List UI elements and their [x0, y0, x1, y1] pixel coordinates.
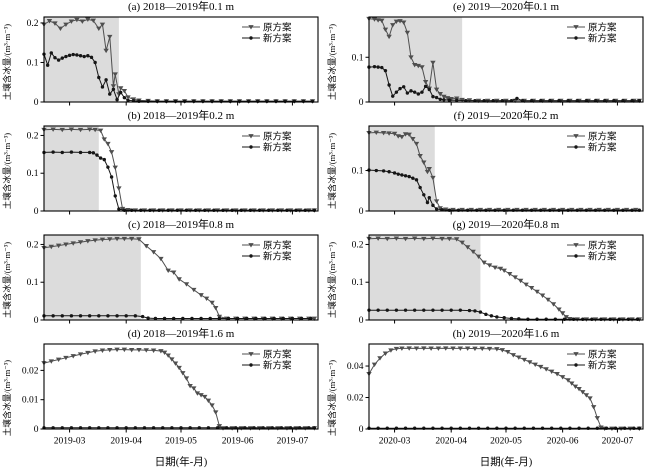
panel-e-ylabel-strip: 土壤含冰量/(m³·m⁻³)	[325, 14, 339, 109]
svg-text:0.2: 0.2	[27, 240, 39, 250]
svg-text:0: 0	[34, 425, 39, 435]
svg-text:0: 0	[359, 316, 364, 326]
svg-text:新方案: 新方案	[263, 250, 292, 262]
panel-h: (h) 2019—2020年1.6 m 土壤含冰量/(m³·m⁻³) 2020-…	[325, 327, 650, 472]
svg-text:0: 0	[359, 98, 364, 108]
panel-b: (b) 2018—2019年0.2 m 土壤含冰量/(m³·m⁻³) 0 0.1 0…	[0, 109, 325, 218]
svg-text:0: 0	[34, 207, 39, 217]
panel-h-title: (h) 2019—2020年1.6 m	[452, 328, 560, 340]
svg-text:2020-04: 2020-04	[435, 437, 467, 447]
svg-text:2020-07: 2020-07	[602, 437, 634, 447]
svg-text:0.02: 0.02	[347, 394, 364, 404]
y-axis-label: 土壤含冰量/(m³·m⁻³)	[2, 132, 12, 209]
panel-f: (f) 2019—2020年0.2 m 土壤含冰量/(m³·m⁻³) 0 0.1 原…	[325, 109, 650, 218]
panel-c: (c) 2018—2019年0.8 m 土壤含冰量/(m³·m⁻³) 0 0.1 0…	[0, 218, 325, 327]
svg-text:0: 0	[34, 316, 39, 326]
panel-g-title: (g) 2019—2020年0.8 m	[452, 219, 560, 231]
y-axis-label: 土壤含冰量/(m³·m⁻³)	[327, 241, 337, 318]
y-axis-label: 土壤含冰量/(m³·m⁻³)	[327, 132, 337, 209]
svg-text:0.1: 0.1	[27, 58, 39, 68]
svg-text:0: 0	[359, 207, 364, 217]
svg-text:0: 0	[359, 425, 364, 435]
svg-text:原方案: 原方案	[263, 21, 292, 33]
svg-text:2020-03: 2020-03	[379, 437, 411, 447]
panel-f-ylabel-strip: 土壤含冰量/(m³·m⁻³)	[325, 123, 339, 218]
svg-text:0.02: 0.02	[22, 366, 39, 376]
panel-e-title: (e) 2019—2020年0.1 m	[452, 1, 559, 13]
panel-h-plot-area: 2020-03 2020-04 2020-05 2020-06 2020-07 0 0.02…	[347, 343, 644, 447]
svg-text:新方案: 新方案	[588, 141, 617, 153]
svg-text:原方案: 原方案	[588, 21, 617, 33]
panel-d-title: (d) 2018—2019年1.6 m	[127, 328, 235, 340]
svg-text:0.1: 0.1	[352, 278, 364, 288]
svg-text:0: 0	[34, 98, 39, 108]
y-axis-label: 土壤含冰量/(m³·m⁻³)	[327, 359, 337, 437]
svg-text:2019-06: 2019-06	[222, 437, 254, 447]
svg-text:新方案: 新方案	[263, 32, 292, 44]
svg-text:0.1: 0.1	[27, 169, 39, 179]
svg-text:原方案: 原方案	[588, 348, 617, 360]
svg-text:新方案: 新方案	[588, 359, 617, 371]
svg-text:0.2: 0.2	[352, 240, 364, 250]
svg-text:新方案: 新方案	[263, 359, 292, 371]
svg-text:0.04: 0.04	[347, 362, 364, 372]
svg-text:原方案: 原方案	[263, 239, 292, 251]
svg-text:0.2: 0.2	[27, 131, 39, 141]
svg-text:2019-05: 2019-05	[165, 437, 197, 447]
svg-text:2020-05: 2020-05	[490, 437, 522, 447]
svg-text:新方案: 新方案	[588, 32, 617, 44]
panel-c-title: (c) 2018—2019年0.8 m	[127, 219, 234, 231]
panel-b-title: (b) 2018—2019年0.2 m	[127, 110, 235, 122]
svg-text:新方案: 新方案	[588, 250, 617, 262]
svg-text:0.1: 0.1	[352, 53, 364, 63]
x-axis-label: 日期(年-月)	[479, 457, 533, 468]
panel-b-ylabel-strip: 土壤含冰量/(m³·m⁻³)	[0, 123, 14, 218]
svg-text:0.2: 0.2	[27, 19, 39, 29]
panel-d: (d) 2018—2019年1.6 m 土壤含冰量/(m³·m⁻³) 2019-…	[0, 327, 325, 472]
panel-g: (g) 2019—2020年0.8 m 土壤含冰量/(m³·m⁻³) 0 0.1 0…	[325, 218, 650, 327]
svg-text:原方案: 原方案	[588, 239, 617, 251]
panel-d-plot-area: 2019-03 2019-04 2019-05 2019-06 2019-07 0 0.01…	[22, 343, 319, 447]
panel-a-ylabel-strip: 土壤含冰量/(m³·m⁻³)	[0, 14, 14, 109]
panel-g-ylabel-strip: 土壤含冰量/(m³·m⁻³)	[325, 232, 339, 327]
panel-a: (a) 2018—2019年0.1 m 土壤含冰量/(m³·m⁻³) 0 0.1 0…	[0, 0, 325, 109]
y-axis-label: 土壤含冰量/(m³·m⁻³)	[2, 23, 12, 100]
svg-text:2019-07: 2019-07	[277, 437, 309, 447]
y-axis-label: 土壤含冰量/(m³·m⁻³)	[2, 359, 12, 437]
panel-e: (e) 2019—2020年0.1 m 土壤含冰量/(m³·m⁻³) 0 0.1 原…	[325, 0, 650, 109]
svg-text:2019-04: 2019-04	[110, 437, 142, 447]
svg-text:原方案: 原方案	[263, 130, 292, 142]
svg-text:0.1: 0.1	[27, 278, 39, 288]
panel-c-ylabel-strip: 土壤含冰量/(m³·m⁻³)	[0, 232, 14, 327]
panel-f-title: (f) 2019—2020年0.2 m	[453, 110, 559, 122]
y-axis-label: 土壤含冰量/(m³·m⁻³)	[327, 23, 337, 100]
svg-text:原方案: 原方案	[588, 130, 617, 142]
panel-h-ylabel-strip: 土壤含冰量/(m³·m⁻³)	[325, 341, 339, 455]
svg-text:0.01: 0.01	[22, 396, 39, 406]
x-axis-label: 日期(年-月)	[154, 457, 208, 468]
svg-text:2020-06: 2020-06	[547, 437, 579, 447]
svg-text:0.1: 0.1	[352, 167, 364, 177]
svg-text:2019-03: 2019-03	[54, 437, 86, 447]
y-axis-label: 土壤含冰量/(m³·m⁻³)	[2, 241, 12, 318]
panel-a-title: (a) 2018—2019年0.1 m	[127, 1, 234, 13]
panel-d-ylabel-strip: 土壤含冰量/(m³·m⁻³)	[0, 341, 14, 455]
svg-text:原方案: 原方案	[263, 348, 292, 360]
svg-text:新方案: 新方案	[263, 141, 292, 153]
